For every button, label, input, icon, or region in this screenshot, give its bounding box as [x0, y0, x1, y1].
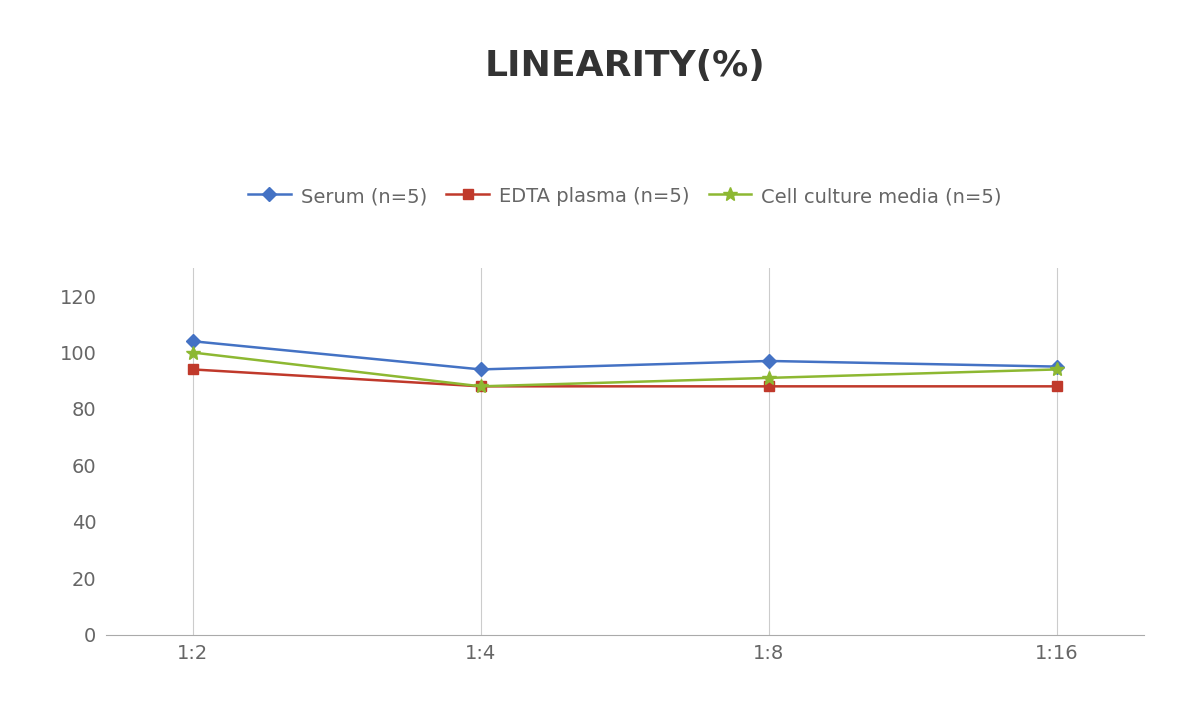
- EDTA plasma (n=5): [474, 382, 488, 391]
- Line: Cell culture media (n=5): Cell culture media (n=5): [185, 345, 1065, 393]
- Serum (n=5): [762, 357, 776, 365]
- Serum (n=5): [474, 365, 488, 374]
- EDTA plasma (n=5): [762, 382, 776, 391]
- Cell culture media (n=5): [1050, 365, 1065, 374]
- EDTA plasma (n=5): [1050, 382, 1065, 391]
- Cell culture media (n=5): [762, 374, 776, 382]
- Line: Serum (n=5): Serum (n=5): [187, 336, 1062, 374]
- Line: EDTA plasma (n=5): EDTA plasma (n=5): [187, 364, 1062, 391]
- Cell culture media (n=5): [474, 382, 488, 391]
- Text: LINEARITY(%): LINEARITY(%): [485, 49, 765, 83]
- Serum (n=5): [185, 337, 199, 345]
- Legend: Serum (n=5), EDTA plasma (n=5), Cell culture media (n=5): Serum (n=5), EDTA plasma (n=5), Cell cul…: [241, 179, 1009, 214]
- Serum (n=5): [1050, 362, 1065, 371]
- EDTA plasma (n=5): [185, 365, 199, 374]
- Cell culture media (n=5): [185, 348, 199, 357]
